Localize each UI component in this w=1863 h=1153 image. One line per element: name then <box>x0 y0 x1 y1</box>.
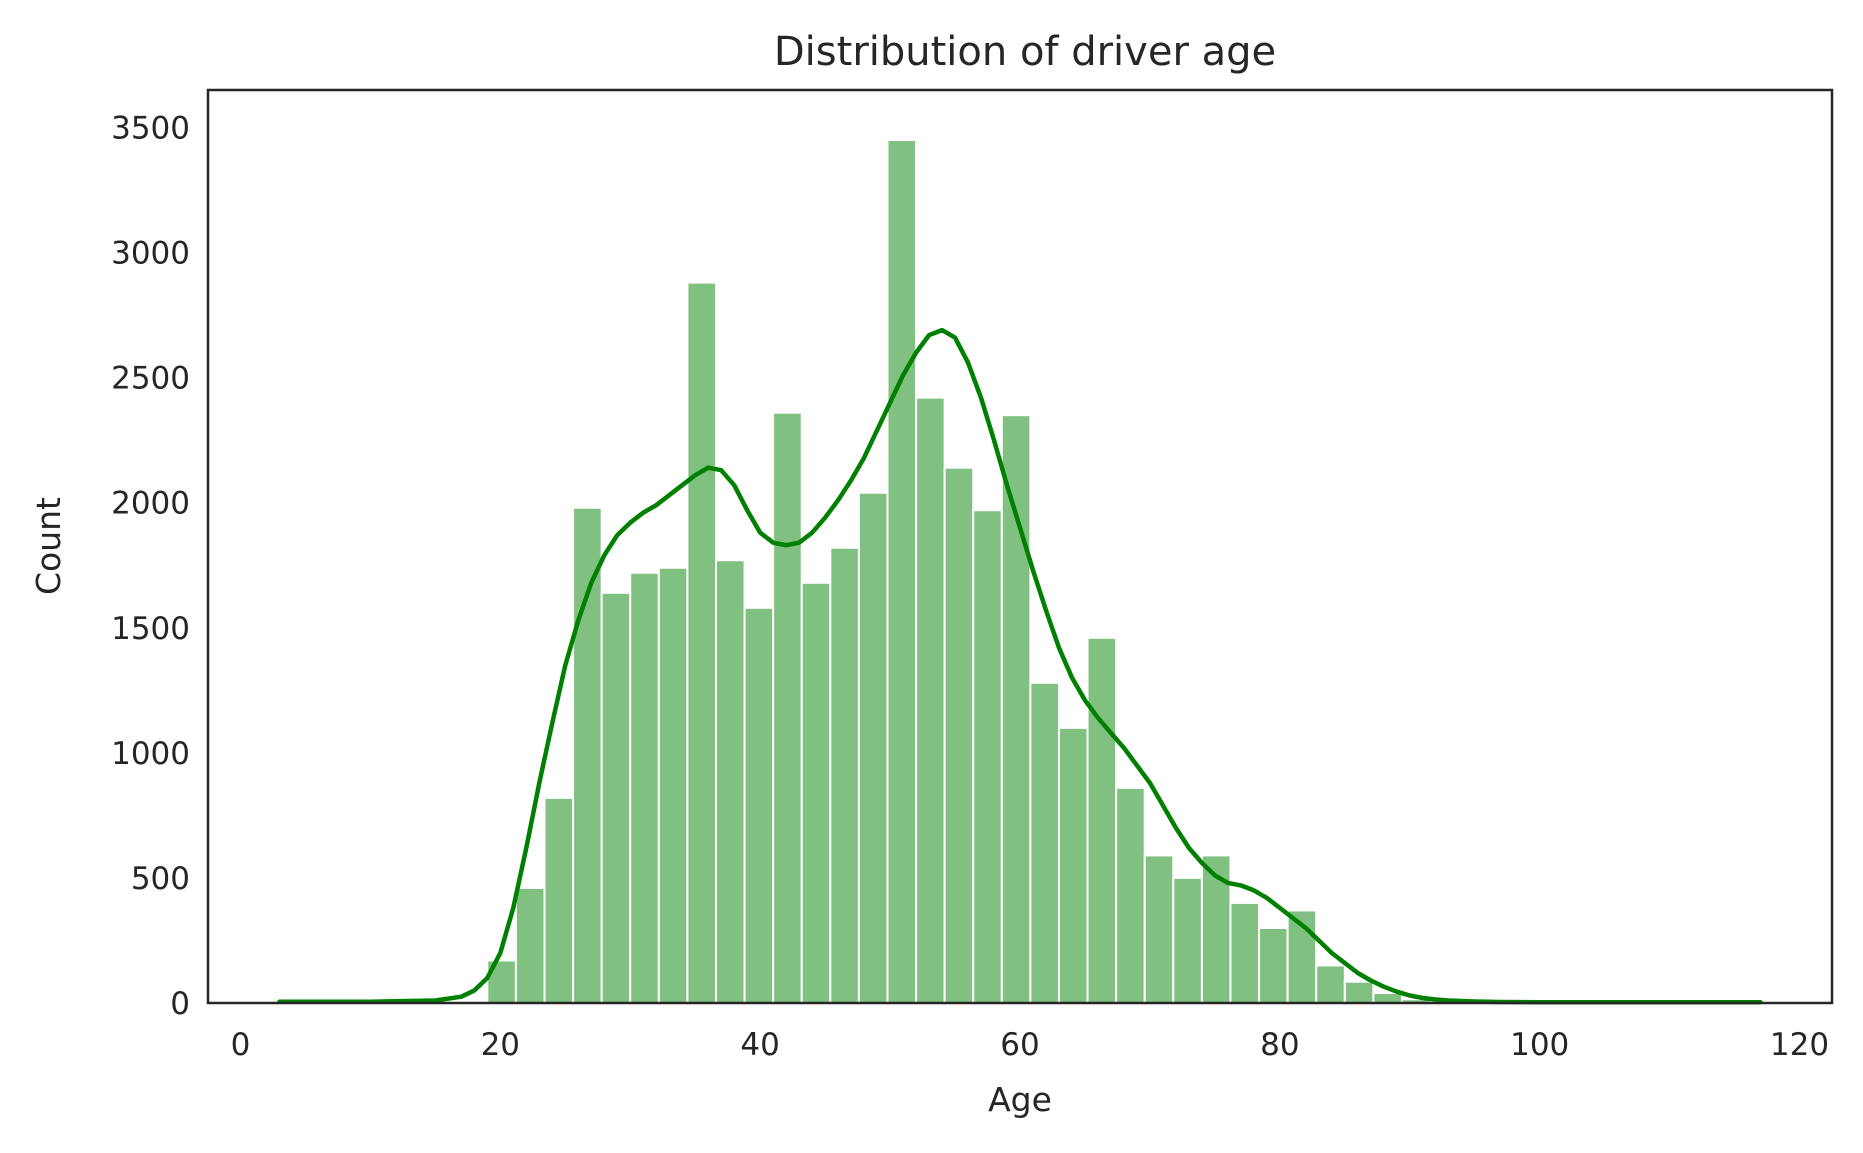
histogram-bar <box>1086 636 1118 1004</box>
histogram-bar <box>514 886 546 1005</box>
y-tick-label: 2500 <box>111 361 190 397</box>
histogram-bar <box>1315 964 1346 1004</box>
kde-line <box>277 327 1763 1005</box>
y-tick-label: 1500 <box>111 611 190 647</box>
x-tick-label: 0 <box>231 1027 251 1063</box>
histogram-bar <box>1372 991 1403 1004</box>
histogram-bar <box>743 606 775 1004</box>
x-tick-label: 80 <box>1260 1027 1299 1063</box>
y-axis-ticks: 0 500 1000 1500 2000 2500 3000 3500 <box>111 111 190 1022</box>
histogram-bar <box>572 506 603 1004</box>
plot-frame <box>206 88 1834 1005</box>
histogram-bar <box>829 546 860 1004</box>
y-tick-label: 1000 <box>111 736 190 772</box>
x-axis-ticks: 0 20 40 60 80 100 120 <box>231 1027 1829 1063</box>
histogram-bar <box>972 509 1003 1004</box>
chart-title: Distribution of driver age <box>774 29 1276 75</box>
y-axis-label: Count <box>29 497 68 595</box>
histogram-bar <box>543 796 575 1005</box>
histogram-bar <box>1143 854 1175 1005</box>
x-tick-label: 20 <box>481 1027 520 1063</box>
histogram-bar <box>772 411 803 1005</box>
histogram-bar <box>714 559 746 1004</box>
histogram-bar <box>1029 681 1060 1004</box>
histogram-bar <box>915 396 946 1004</box>
histogram-bar <box>629 571 660 1005</box>
histogram-bar <box>1057 726 1089 1004</box>
bars-layer <box>486 139 1432 1005</box>
x-tick-label: 100 <box>1510 1027 1569 1063</box>
histogram-bar <box>1258 926 1289 1005</box>
histogram-bar <box>1229 901 1261 1004</box>
histogram-bar <box>886 139 918 1004</box>
histogram-bar <box>686 281 717 1004</box>
x-tick-label: 60 <box>1000 1027 1039 1063</box>
x-tick-label: 120 <box>1770 1027 1829 1063</box>
y-tick-label: 3000 <box>111 236 190 272</box>
y-tick-label: 2000 <box>111 486 190 522</box>
histogram-bar <box>1343 980 1375 1004</box>
x-tick-label: 40 <box>740 1027 779 1063</box>
histogram-bar <box>1172 876 1203 1005</box>
histogram-bar <box>600 591 632 1004</box>
histogram-bar <box>1115 786 1146 1005</box>
histogram-bar <box>1000 414 1032 1004</box>
y-tick-label: 0 <box>170 986 190 1022</box>
y-tick-label: 3500 <box>111 111 190 147</box>
y-tick-label: 500 <box>131 861 190 897</box>
histogram-bar <box>800 581 832 1004</box>
histogram-bar <box>857 491 889 1004</box>
x-axis-label: Age <box>988 1080 1052 1119</box>
histogram-bar <box>943 466 975 1004</box>
histogram-bar <box>657 566 689 1004</box>
